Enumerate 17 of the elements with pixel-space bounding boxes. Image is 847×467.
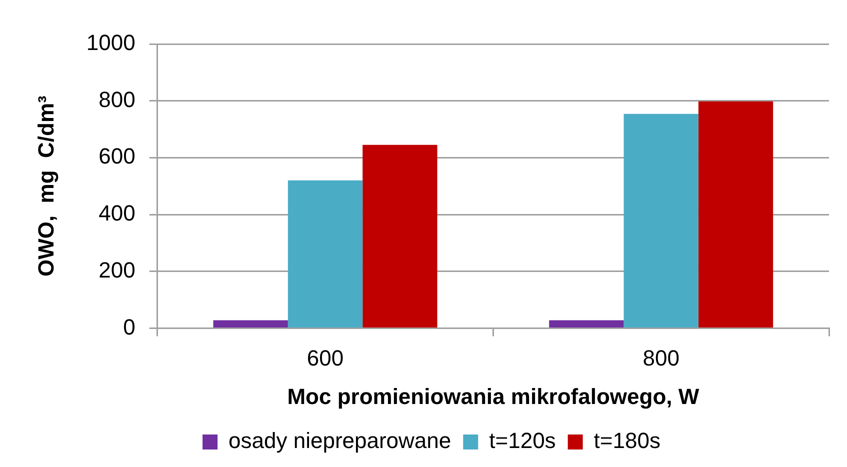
bar: [362, 144, 438, 328]
bar: [698, 101, 774, 328]
bar: [624, 114, 698, 328]
y-tick-label: 200: [98, 257, 136, 282]
y-tick-label: 800: [98, 86, 136, 112]
x-axis-title: Moc promieniowania mikrofalowego, W: [287, 384, 700, 409]
bar: [288, 180, 363, 328]
legend-label: t=120s: [489, 428, 556, 454]
y-axis-title: OWO, mg C/dm³: [33, 96, 58, 277]
bar: [213, 320, 288, 328]
y-tick-label: 0: [123, 314, 136, 340]
y-tick-label: 1000: [86, 30, 136, 56]
y-tick-label: 600: [98, 144, 136, 169]
y-tick-label: 400: [98, 200, 136, 226]
bar: [549, 320, 624, 328]
legend-label: osady niepreparowane: [228, 428, 452, 454]
legend-label: t=180s: [594, 428, 660, 454]
